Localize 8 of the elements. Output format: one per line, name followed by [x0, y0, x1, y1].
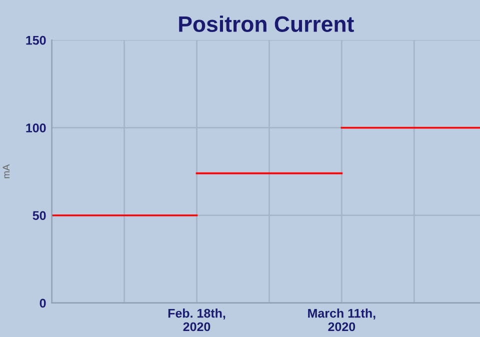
x-tick-label: March 11th, 2020: [308, 308, 376, 332]
y-axis-title: mA: [2, 164, 10, 178]
y-tick-label: 100: [26, 124, 46, 132]
y-tick-label: 0: [40, 298, 46, 308]
x-tick-label: Feb. 18th, 2020: [168, 308, 226, 332]
y-tick-label: 50: [32, 211, 46, 220]
chart-title: Positron Current: [179, 16, 354, 32]
y-tick-label: 150: [26, 36, 46, 45]
